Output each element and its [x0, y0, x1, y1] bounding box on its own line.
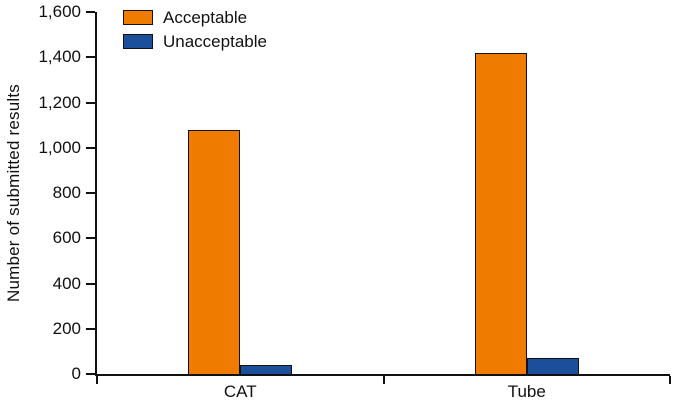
y-tick-mark — [86, 282, 95, 285]
bar-acceptable-tube — [474, 52, 527, 374]
legend-swatch — [123, 34, 153, 49]
bar-acceptable-cat — [188, 129, 241, 374]
x-category-label: CAT — [223, 382, 257, 401]
x-tick-mark — [96, 376, 98, 384]
x-category-label: Tube — [507, 382, 546, 401]
x-tick-mark — [669, 376, 671, 384]
legend-item: Unacceptable — [123, 33, 267, 50]
x-tick-mark — [382, 376, 385, 384]
y-tick-label: 1,000 — [38, 137, 81, 157]
legend-item: Acceptable — [123, 9, 267, 26]
y-tick-mark — [86, 237, 95, 240]
y-tick-label: 1,200 — [38, 92, 81, 112]
y-tick-mark — [86, 101, 95, 104]
bar-unacceptable-cat — [240, 364, 293, 374]
y-tick-label: 800 — [52, 183, 81, 202]
legend-label: Unacceptable — [163, 32, 267, 51]
y-tick-mark — [86, 146, 95, 149]
y-tick-label: 400 — [52, 273, 81, 293]
y-tick-label: 1,400 — [38, 47, 81, 67]
y-tick-label: 0 — [71, 364, 81, 383]
legend-label: Acceptable — [163, 8, 248, 27]
y-tick-mark — [86, 11, 95, 13]
plot-area: Acceptable Unacceptable 0 200 400 600 800 1,00… — [38, 2, 671, 401]
y-tick-label: 200 — [52, 318, 81, 338]
y-tick-mark — [86, 327, 95, 330]
y-tick-label: 1,600 — [38, 2, 81, 21]
bar-unacceptable-tube — [526, 358, 579, 374]
y-tick-mark — [86, 373, 95, 375]
legend: Acceptable Unacceptable — [123, 9, 267, 50]
legend-swatch — [123, 10, 153, 25]
y-tick-label: 600 — [52, 228, 81, 248]
y-tick-mark — [86, 56, 95, 59]
y-tick-mark — [86, 192, 95, 194]
